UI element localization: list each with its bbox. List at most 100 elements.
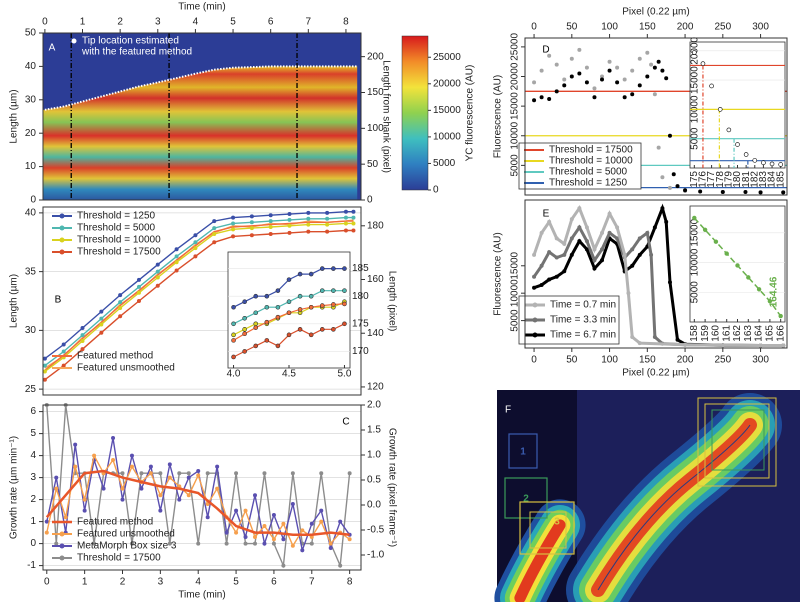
data-point [698, 189, 703, 194]
data-point [331, 288, 336, 293]
heatmap-body [44, 66, 358, 201]
data-point [308, 271, 314, 277]
x-tick-label: 250 [714, 355, 731, 366]
data-point [80, 333, 85, 338]
data-point [286, 277, 292, 282]
inset-annotation: 164.46 [769, 276, 780, 307]
inset-x-tick-label: 180 [732, 171, 743, 188]
annotation: with the featured method [81, 47, 192, 58]
data-point [615, 225, 620, 230]
data-point [281, 563, 286, 568]
data-point [306, 229, 311, 234]
data-point [592, 266, 597, 271]
x-tick-label: 200 [677, 22, 694, 33]
inset-x-tick-label: 184 [767, 171, 778, 188]
data-point [234, 530, 239, 535]
legend-label: Threshold = 5000 [77, 223, 156, 234]
data-point [562, 241, 567, 246]
legend-marker [59, 237, 65, 243]
y-tick-label: 20 [25, 128, 37, 139]
data-point [196, 473, 201, 478]
x-tick-label: 0 [531, 355, 537, 366]
x-tick-label: 250 [714, 22, 731, 33]
data-point [600, 230, 605, 235]
x-tick-label: 300 [752, 355, 769, 366]
data-point [660, 206, 665, 211]
data-point [756, 287, 762, 292]
data-point [319, 303, 325, 308]
data-point [692, 215, 697, 221]
data-point [61, 349, 66, 354]
panel-label: C [342, 417, 349, 428]
x-tick-label: 50 [566, 22, 578, 33]
data-point [271, 537, 276, 542]
data-point [351, 215, 356, 220]
legend-label: Threshold = 1250 [77, 211, 156, 222]
y-tick-label: 5 [30, 428, 36, 439]
data-point [351, 228, 356, 233]
data-point [319, 288, 325, 293]
data-point [584, 80, 589, 85]
data-point [290, 502, 295, 506]
data-point [767, 298, 773, 304]
data-point [309, 541, 314, 546]
data-point [743, 190, 748, 195]
data-point [630, 247, 635, 252]
data-point [44, 530, 49, 535]
data-point [231, 227, 236, 232]
data-point [769, 161, 775, 167]
data-point [177, 471, 182, 476]
tip-line [44, 65, 358, 111]
y-tick-label: 25 [25, 384, 37, 395]
data-point [186, 493, 191, 498]
data-point [308, 304, 314, 310]
data-point [196, 541, 201, 546]
legend-label: Featured unsmoothed [77, 363, 175, 374]
inset-x-tick-label: 179 [724, 171, 735, 188]
roi-box [519, 501, 575, 555]
inset-x-tick-label: 162 [732, 325, 743, 342]
data-point [264, 304, 270, 310]
data-point [778, 313, 783, 319]
data-point [328, 541, 333, 546]
y2-tick-label: 100 [367, 123, 384, 134]
inset-x-tick-label: 181 [741, 171, 752, 188]
legend-marker [59, 249, 65, 255]
data-point [174, 260, 179, 265]
annotation-dot [71, 38, 77, 44]
data-point [271, 513, 276, 517]
data-point [709, 83, 714, 89]
data-point [243, 508, 248, 513]
y2-tick-label: 2.0 [367, 400, 381, 411]
data-point [167, 475, 172, 480]
legend-label: Featured unsmoothed [77, 529, 175, 540]
y-axis-label: Length (µm) [9, 89, 20, 143]
data-point [249, 220, 254, 225]
data-point [569, 236, 574, 241]
data-point [249, 226, 254, 231]
data-point [136, 284, 141, 289]
y2-tick-label: 120 [367, 382, 384, 393]
data-point [584, 225, 589, 230]
data-point [592, 258, 597, 263]
data-point [584, 65, 589, 70]
data-point [82, 497, 87, 502]
data-point [667, 280, 672, 285]
data-point [54, 486, 59, 491]
data-point [652, 92, 657, 97]
data-point [683, 342, 688, 347]
inset-x-tick-label: 159 [700, 325, 711, 342]
series-line [44, 211, 354, 360]
data-point [174, 254, 179, 259]
x-tick-label: 1 [82, 577, 88, 588]
data-point [253, 321, 259, 327]
data-point [342, 301, 347, 307]
data-point [136, 277, 141, 282]
data-point [118, 293, 123, 298]
series-line [45, 469, 350, 537]
cell-midline [597, 424, 751, 591]
data-point [645, 230, 650, 235]
data-point [664, 219, 669, 224]
data-point [554, 89, 559, 94]
data-point [158, 471, 163, 476]
